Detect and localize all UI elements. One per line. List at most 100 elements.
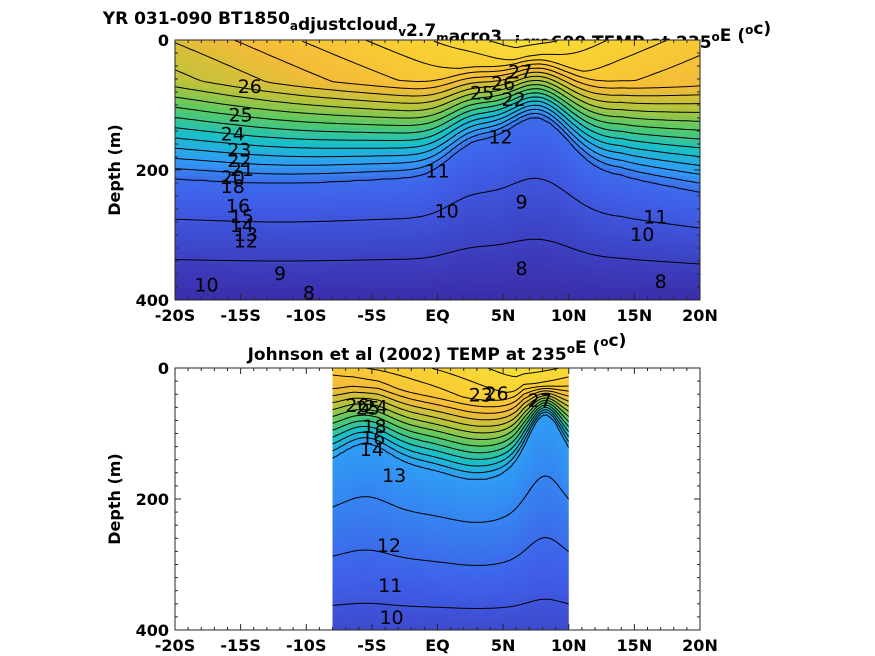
contour-label: 10 <box>379 607 403 629</box>
chart-title: Johnson et al (2002) TEMP at 235oE (oc) <box>247 331 627 365</box>
contour-label: 12 <box>234 231 258 253</box>
contour-line <box>175 84 700 122</box>
x-tick-label: -5S <box>357 306 386 325</box>
x-tick-label: EQ <box>425 306 450 325</box>
contour-label: 18 <box>362 416 386 438</box>
y-tick-label: 0 <box>158 31 169 50</box>
contour-label: 8 <box>303 283 315 305</box>
x-tick-label: -20S <box>155 306 195 325</box>
contour-label: 10 <box>194 275 218 297</box>
contour-lines <box>175 40 700 300</box>
contour-line <box>332 399 569 440</box>
contour-label: 11 <box>378 575 402 597</box>
contour-line <box>332 537 569 566</box>
contour-line <box>332 598 569 609</box>
contour-line <box>175 69 700 105</box>
y-tick-label: 200 <box>136 161 169 180</box>
contour-line <box>332 397 569 434</box>
contour-label: 18 <box>221 176 245 198</box>
y-axis-label: Depth (m) <box>105 453 124 545</box>
contour-label: 23 <box>227 140 251 162</box>
contour-line <box>175 96 700 149</box>
contour-label: 27 <box>528 390 552 412</box>
contour-label: 11 <box>425 160 449 182</box>
y-tick-label: 200 <box>136 490 169 509</box>
contour-line <box>332 411 569 474</box>
contour-line <box>175 177 700 229</box>
contour-line <box>332 406 569 460</box>
contour-label: 8 <box>515 258 527 280</box>
contour-label: 10 <box>435 201 459 223</box>
contour-label: 16 <box>361 428 385 450</box>
contour-label: 20 <box>221 167 245 189</box>
contour-line <box>433 40 607 61</box>
y-tick-label: 400 <box>136 291 169 310</box>
contour-label: 26 <box>238 76 262 98</box>
contour-line <box>332 395 569 427</box>
contour-label: 9 <box>274 263 286 285</box>
contour-line <box>332 475 569 523</box>
x-tick-label: -20S <box>155 636 195 655</box>
contour-label: 25 <box>229 104 253 126</box>
x-tick-label: 15N <box>617 306 653 325</box>
x-tick-label: 15N <box>617 636 653 655</box>
contour-line <box>332 402 569 447</box>
contour-line <box>302 40 700 83</box>
contour-label: 24 <box>221 123 245 145</box>
contour-label: 13 <box>234 224 258 246</box>
x-tick-label: -5S <box>357 636 386 655</box>
contour-line <box>175 117 700 193</box>
contour-label: 14 <box>230 215 254 237</box>
contour-line <box>332 409 569 467</box>
contour-line <box>175 108 700 175</box>
contour-line <box>234 40 700 90</box>
contour-line <box>175 88 700 131</box>
contour-label: 27 <box>508 62 532 84</box>
x-tick-label: -10S <box>286 636 326 655</box>
contour-label: 25 <box>356 398 380 420</box>
contour-line <box>175 100 700 158</box>
contour-line <box>175 80 700 113</box>
contour-line <box>332 404 569 454</box>
contour-label: 16 <box>226 195 250 217</box>
contour-label: 22 <box>502 89 526 111</box>
contour-line <box>175 42 700 97</box>
contour-label: 26 <box>484 383 508 405</box>
y-axis-label: Depth (m) <box>105 124 124 216</box>
temperature-field <box>332 368 569 630</box>
contour-line <box>431 368 569 393</box>
contour-label: 26 <box>345 395 369 417</box>
contour-label: 11 <box>643 206 667 228</box>
y-tick-label: 0 <box>158 359 169 378</box>
x-tick-label: -15S <box>220 636 260 655</box>
x-tick-label: 5N <box>491 636 516 655</box>
contour-label: 14 <box>360 439 384 461</box>
contour-line <box>487 368 559 378</box>
contour-line <box>366 40 667 72</box>
x-tick-label: EQ <box>425 636 450 655</box>
chart-johnson-temp: Johnson et al (2002) TEMP at 235oE (oc) 2… <box>105 331 718 655</box>
contour-line <box>332 385 569 414</box>
contour-label: 21 <box>230 159 254 181</box>
x-tick-label: 5N <box>491 306 516 325</box>
contour-label: 12 <box>377 535 401 557</box>
contour-line <box>332 374 569 408</box>
chart-model-temp: YR 031-090 BT1850adjustcloudv2.7macro3mi… <box>102 9 771 325</box>
contour-line <box>489 40 558 49</box>
contour-line <box>332 391 569 421</box>
x-tick-label: 20N <box>682 636 718 655</box>
x-tick-label: 10N <box>551 306 587 325</box>
contour-line <box>175 112 700 184</box>
contour-line <box>175 238 700 265</box>
contour-lines <box>332 368 569 609</box>
contour-label: 8 <box>655 271 667 293</box>
contour-label: 10 <box>630 224 654 246</box>
contour-line <box>366 368 569 401</box>
x-tick-label: 20N <box>682 306 718 325</box>
x-tick-label: 10N <box>551 636 587 655</box>
contour-line <box>332 414 569 480</box>
contour-label: 15 <box>230 206 254 228</box>
contour-line <box>175 104 700 166</box>
contour-label: 26 <box>491 73 515 95</box>
